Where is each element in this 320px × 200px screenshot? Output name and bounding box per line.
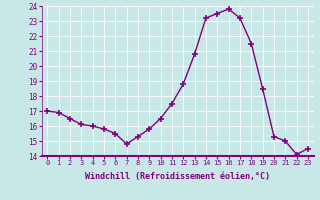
X-axis label: Windchill (Refroidissement éolien,°C): Windchill (Refroidissement éolien,°C) bbox=[85, 172, 270, 181]
